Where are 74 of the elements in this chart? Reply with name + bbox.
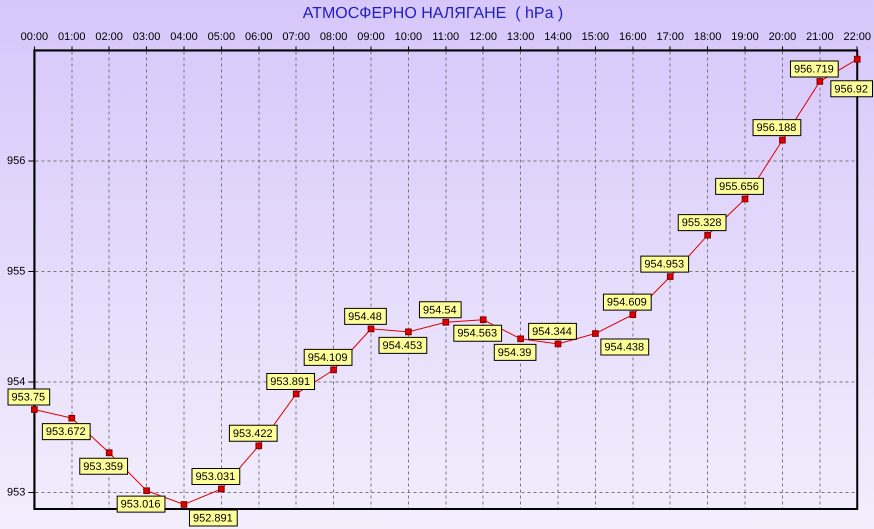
point xyxy=(143,487,150,494)
data-label: 953.422 xyxy=(232,428,273,440)
x-tick-label: 15:00 xyxy=(582,30,610,43)
y-tick-label: 954 xyxy=(6,376,26,388)
point xyxy=(292,390,300,398)
x-tick-label: 19:00 xyxy=(731,30,759,43)
data-label: 953.672 xyxy=(46,426,86,438)
x-tick-label: 07:00 xyxy=(282,30,310,43)
x-tick-label: 18:00 xyxy=(694,30,722,43)
data-label: 956.188 xyxy=(756,122,796,134)
x-tick-label: 00:00 xyxy=(20,30,48,43)
data-label: 953.891 xyxy=(270,376,310,388)
x-tick-label: 06:00 xyxy=(245,30,273,43)
y-tick-label: 956 xyxy=(6,154,26,167)
data-label: 953.031 xyxy=(195,471,236,484)
x-tick-label: 21:00 xyxy=(806,30,834,43)
point xyxy=(218,486,225,492)
y-tick-label: 955 xyxy=(6,265,26,278)
x-tick-label: 08:00 xyxy=(320,30,348,43)
data-label: 954.48 xyxy=(348,310,382,323)
point xyxy=(31,406,38,413)
x-tick-label: 09:00 xyxy=(357,30,385,43)
x-tick-label: 04:00 xyxy=(170,30,198,43)
point xyxy=(480,316,487,324)
x-tick-label: 12:00 xyxy=(469,30,497,43)
point xyxy=(742,196,748,202)
x-tick-label: 03:00 xyxy=(132,30,160,43)
data-label: 954.109 xyxy=(308,352,348,364)
x-tick-label: 02:00 xyxy=(95,30,123,43)
data-label: 954.609 xyxy=(606,296,647,309)
point xyxy=(629,311,636,318)
y-tick-label: 953 xyxy=(6,486,26,498)
data-label: 955.656 xyxy=(719,180,759,193)
point xyxy=(779,136,786,144)
point xyxy=(442,318,450,326)
x-tick-label: 17:00 xyxy=(656,30,684,43)
x-tick-label: 10:00 xyxy=(394,30,422,43)
data-label: 954.39 xyxy=(498,346,532,359)
point xyxy=(592,330,599,337)
x-tick-label: 14:00 xyxy=(544,30,572,43)
data-label: 956.92 xyxy=(834,83,868,96)
point xyxy=(106,449,112,456)
point xyxy=(405,328,412,336)
point xyxy=(368,326,374,332)
x-tick-label: 13:00 xyxy=(506,30,534,43)
point xyxy=(854,56,861,63)
data-label: 954.563 xyxy=(457,328,498,340)
data-label: 954.453 xyxy=(382,340,422,352)
data-label: 956.719 xyxy=(794,63,834,76)
data-label: 954.54 xyxy=(422,304,457,316)
data-label: 953.75 xyxy=(12,392,46,404)
data-label: 955.328 xyxy=(682,217,722,230)
point xyxy=(255,442,262,450)
point xyxy=(68,414,76,422)
x-tick-label: 22:00 xyxy=(843,30,871,43)
point xyxy=(816,78,824,85)
data-label: 953.016 xyxy=(120,498,160,511)
x-tick-label: 05:00 xyxy=(208,30,236,43)
point xyxy=(517,335,524,342)
data-label: 954.438 xyxy=(604,342,644,354)
point xyxy=(666,273,674,280)
x-tick-label: 01:00 xyxy=(58,30,86,43)
x-tick-label: 11:00 xyxy=(432,30,460,43)
chart-title: АТМОСФЕРНО НАЛЯГАНЕ ( hPa ) xyxy=(302,5,564,22)
point xyxy=(330,366,337,374)
point xyxy=(704,232,711,238)
x-tick-label: 16:00 xyxy=(619,30,647,43)
x-tick-label: 20:00 xyxy=(768,30,796,43)
point xyxy=(554,340,562,348)
data-label: 954.953 xyxy=(644,258,684,271)
point xyxy=(180,501,188,508)
data-label: 953.359 xyxy=(83,460,124,473)
data-label: 954.344 xyxy=(532,326,572,338)
data-label: 952.891 xyxy=(192,512,233,524)
